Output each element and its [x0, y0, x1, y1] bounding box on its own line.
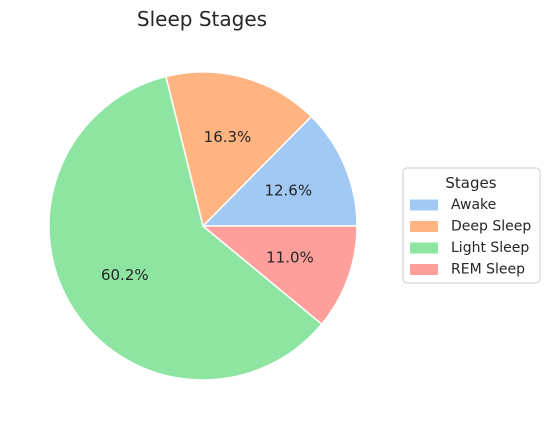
percent-label-deep-sleep: 16.3%: [204, 128, 252, 146]
legend-label-light-sleep: Light Sleep: [451, 240, 529, 256]
legend-swatch-awake: [410, 199, 438, 211]
legend-swatch-light-sleep: [410, 242, 438, 254]
legend-label-deep-sleep: Deep Sleep: [451, 219, 531, 235]
pie-slice-deep-sleep: [165, 71, 313, 228]
pie-slice-awake: [201, 115, 358, 227]
pie-slice-light-sleep: [48, 75, 323, 381]
pie-percent-labels: 12.6% 16.3% 60.2% 11.0%: [101, 128, 314, 284]
legend-swatch-deep-sleep: [410, 221, 438, 232]
legend-label-rem-sleep: REM Sleep: [451, 262, 525, 278]
percent-label-light-sleep: 60.2%: [101, 266, 149, 284]
legend-title: Stages: [445, 174, 496, 192]
legend: Stages Awake Deep Sleep Light Sleep REM Sle…: [402, 167, 541, 284]
pie-slice-rem-sleep: [200, 225, 358, 326]
chart-title: Sleep Stages: [137, 7, 267, 31]
legend-label-awake: Awake: [451, 197, 496, 213]
percent-label-rem-sleep: 11.0%: [266, 248, 314, 266]
percent-label-awake: 12.6%: [264, 181, 312, 199]
legend-swatch-rem-sleep: [410, 264, 438, 275]
legend-items: Awake Deep Sleep Light Sleep REM Sleep: [410, 197, 531, 278]
legend-box: [402, 167, 541, 284]
pie-slices: [48, 71, 358, 381]
